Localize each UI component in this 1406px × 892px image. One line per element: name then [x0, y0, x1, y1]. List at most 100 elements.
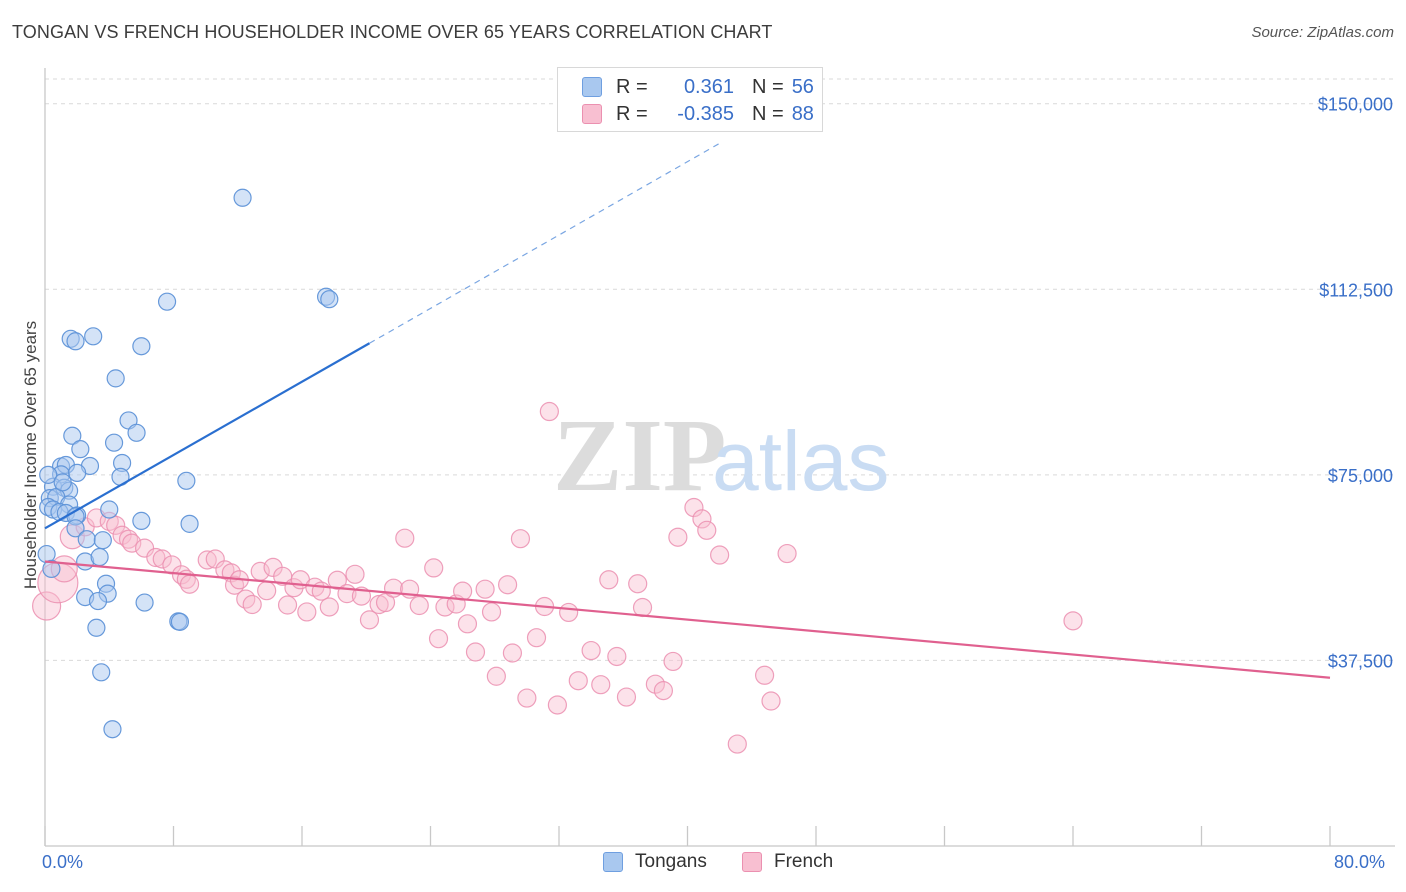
french-point — [526, 628, 547, 648]
tongan-point — [42, 559, 61, 578]
french-point — [453, 581, 473, 601]
french-point — [727, 734, 747, 754]
tongan-point — [180, 514, 199, 533]
tongan-point — [132, 511, 151, 530]
french-point — [581, 640, 601, 661]
french-label: French — [774, 851, 834, 872]
tongan-point — [88, 591, 108, 611]
french-point — [106, 515, 126, 535]
french-point — [277, 595, 298, 615]
french-point — [457, 614, 478, 634]
grid-lines — [45, 78, 1395, 661]
french-point — [761, 691, 781, 711]
legend-n-value: 56 — [791, 75, 814, 98]
french-point — [692, 509, 712, 529]
legend-n-label: N = — [752, 75, 784, 98]
french-point — [205, 549, 225, 569]
tongan-point — [77, 530, 96, 549]
french-point — [409, 595, 429, 616]
tongan-point — [104, 433, 124, 452]
french-point — [539, 401, 559, 422]
watermark-zip: ZIP — [553, 398, 726, 513]
french-point — [668, 527, 688, 547]
legend-r-value: 0.361 — [683, 75, 734, 98]
french-point — [502, 643, 523, 663]
y-tick-label: $37,500 — [1328, 651, 1393, 671]
y-tick-label: $150,000 — [1318, 95, 1393, 115]
x-axis-label-right: 80.0% — [1334, 852, 1386, 872]
french-points — [32, 401, 1083, 754]
tongan-point — [233, 188, 252, 207]
chart-source: Source: ZipAtlas.com — [1251, 24, 1394, 41]
tongan-trend-line — [44, 342, 371, 530]
french-point — [591, 675, 611, 695]
french-point — [710, 545, 730, 565]
tongan-point — [53, 473, 72, 492]
french-point — [754, 665, 775, 685]
correlation-legend: R = 0.361 N = 56 R = -0.385 N = 88 — [557, 67, 823, 132]
tongan-point — [90, 547, 109, 567]
tongans-swatch — [582, 77, 602, 97]
legend-n-label: N = — [752, 102, 784, 125]
tongan-point — [68, 463, 87, 482]
y-tick-label: $75,000 — [1328, 466, 1393, 486]
tongan-points — [37, 188, 339, 739]
tongans-label: Tongans — [635, 851, 707, 872]
french-swatch — [742, 852, 762, 872]
french-point — [632, 597, 653, 618]
legend-r-label: R = — [616, 75, 648, 98]
tongan-point — [63, 426, 82, 445]
french-point — [319, 597, 339, 617]
chart-title: TONGAN VS FRENCH HOUSEHOLDER INCOME OVER… — [12, 22, 773, 42]
tongan-point — [93, 531, 112, 550]
french-point — [146, 547, 166, 568]
french-point — [653, 681, 674, 701]
tongan-point — [103, 720, 122, 739]
bottom-legend-tongans: Tongans — [603, 851, 707, 873]
french-point — [663, 651, 683, 672]
french-point — [486, 666, 506, 686]
french-point — [179, 574, 200, 594]
french-point — [481, 602, 502, 622]
y-tick-labels: $37,500 $75,000 $112,500 $150,000 — [1318, 95, 1393, 672]
tongan-point — [106, 369, 125, 388]
french-point — [628, 574, 648, 594]
french-swatch — [582, 104, 602, 124]
french-point — [122, 533, 142, 553]
french-point — [475, 579, 495, 599]
french-point — [32, 591, 62, 621]
french-point — [684, 497, 704, 518]
tongan-point — [87, 618, 106, 637]
x-axis-label-left: 0.0% — [42, 852, 84, 872]
bottom-legend-french: French — [742, 851, 833, 873]
french-point — [395, 528, 415, 548]
tongan-trend-extension — [369, 142, 720, 344]
french-point — [1063, 611, 1083, 631]
french-point — [134, 538, 155, 558]
french-point — [510, 529, 531, 549]
french-point — [465, 642, 486, 662]
tongan-point — [100, 500, 119, 519]
legend-r-value: -0.385 — [677, 102, 734, 125]
tongans-swatch — [603, 852, 623, 872]
tongan-point — [66, 519, 85, 538]
legend-n-value: 88 — [791, 102, 814, 125]
tongan-point — [132, 337, 151, 356]
french-point — [599, 570, 619, 590]
french-point — [547, 695, 567, 715]
y-axis-label: Householder Income Over 65 years — [21, 321, 40, 589]
tongan-point — [84, 327, 103, 346]
french-point — [345, 564, 365, 584]
french-point — [375, 592, 396, 613]
french-point — [197, 550, 217, 570]
trend-lines — [44, 142, 1331, 679]
french-point — [242, 594, 262, 615]
y-tick-label: $112,500 — [1319, 280, 1393, 300]
french-point — [559, 602, 579, 623]
legend-r-label: R = — [616, 102, 648, 125]
axes — [44, 68, 1395, 847]
french-point — [359, 610, 380, 630]
legend-row-french: R = -0.385 N = 88 — [582, 101, 814, 127]
tongan-point — [157, 292, 177, 311]
french-point — [697, 520, 717, 540]
